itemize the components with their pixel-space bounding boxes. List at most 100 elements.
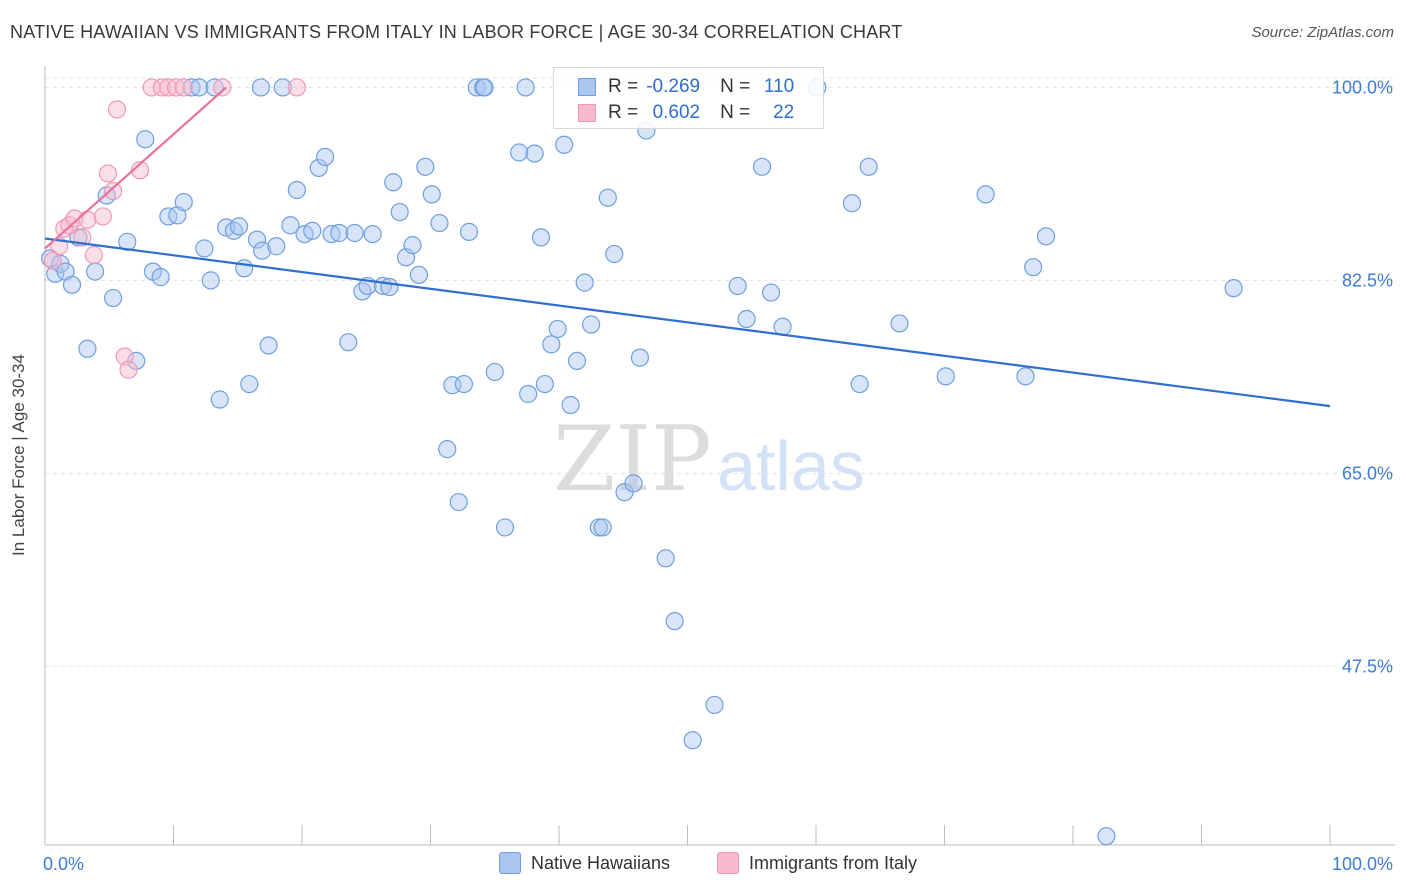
data-point-native-hawaiian bbox=[683, 731, 702, 750]
data-point-native-hawaiian bbox=[287, 180, 306, 200]
data-point-native-hawaiian bbox=[555, 135, 574, 154]
data-point-native-hawaiian bbox=[890, 314, 909, 333]
legend-row-immigrants-from-italy: R = 0.602 N = 22 bbox=[578, 101, 794, 125]
data-point-immigrant-from-italy bbox=[65, 209, 84, 228]
tick-labels: 100.0% 82.5% 65.0% 47.5% 0.0% 100.0% bbox=[43, 77, 1393, 874]
data-point-native-hawaiian bbox=[273, 78, 292, 97]
data-point-immigrant-from-italy bbox=[104, 181, 123, 201]
legend-swatch-blue bbox=[578, 78, 596, 96]
data-point-native-hawaiian bbox=[449, 492, 468, 512]
data-point-native-hawaiian bbox=[850, 374, 869, 394]
legend-r-value: 0.602 bbox=[652, 102, 701, 123]
correlation-legend: R = -0.269 N = 110 R = 0.602 N = 22 bbox=[553, 67, 824, 129]
data-point-native-hawaiian bbox=[174, 193, 193, 212]
data-point-native-hawaiian bbox=[593, 518, 612, 537]
data-point-native-hawaiian bbox=[438, 440, 457, 459]
data-point-native-hawaiian bbox=[467, 78, 486, 97]
data-point-native-hawaiian bbox=[251, 78, 270, 97]
data-point-native-hawaiian bbox=[253, 241, 272, 260]
data-point-native-hawaiian bbox=[430, 213, 449, 233]
data-point-native-hawaiian bbox=[78, 339, 97, 358]
data-point-native-hawaiian bbox=[705, 695, 724, 715]
data-point-native-hawaiian bbox=[598, 188, 617, 207]
data-point-native-hawaiian bbox=[384, 173, 403, 192]
data-point-immigrant-from-italy bbox=[159, 78, 178, 97]
data-point-native-hawaiian bbox=[205, 78, 224, 97]
data-point-native-hawaiian bbox=[104, 288, 123, 308]
axes bbox=[44, 66, 1395, 846]
data-point-native-hawaiian bbox=[548, 319, 567, 339]
data-point-native-hawaiian bbox=[842, 194, 862, 213]
data-point-native-hawaiian bbox=[485, 362, 504, 382]
legend-r-label: R = bbox=[608, 102, 639, 123]
data-point-native-hawaiian bbox=[475, 78, 494, 97]
legend-label: Immigrants from Italy bbox=[749, 852, 918, 873]
data-point-native-hawaiian bbox=[422, 185, 441, 204]
data-point-native-hawaiian bbox=[281, 216, 300, 235]
data-point-native-hawaiian bbox=[190, 78, 209, 97]
data-point-native-hawaiian bbox=[363, 224, 382, 244]
legend-swatch-pink bbox=[578, 104, 596, 122]
data-point-native-hawaiian bbox=[516, 78, 535, 97]
data-point-native-hawaiian bbox=[519, 384, 538, 404]
legend-n-value: 110 bbox=[763, 76, 795, 97]
data-point-immigrant-from-italy bbox=[287, 78, 306, 97]
data-point-native-hawaiian bbox=[267, 237, 286, 256]
legend-row-native-hawaiians: R = -0.269 N = 110 bbox=[578, 75, 794, 99]
data-point-immigrant-from-italy bbox=[166, 78, 186, 97]
data-point-native-hawaiian bbox=[409, 265, 429, 284]
data-point-native-hawaiian bbox=[1097, 827, 1116, 846]
legend-n-label: N = bbox=[720, 102, 751, 123]
data-point-native-hawaiian bbox=[575, 273, 594, 292]
trend-line-native-hawaiians bbox=[44, 237, 1331, 408]
grid-lines bbox=[45, 77, 1395, 667]
data-point-native-hawaiian bbox=[303, 221, 322, 240]
data-point-native-hawaiian bbox=[1024, 258, 1043, 277]
data-point-native-hawaiian bbox=[459, 222, 479, 241]
data-point-native-hawaiian bbox=[531, 228, 551, 247]
data-point-native-hawaiian bbox=[403, 236, 422, 255]
data-point-native-hawaiian bbox=[561, 395, 580, 415]
source-label: Source: ZipAtlas.com bbox=[1251, 24, 1394, 41]
data-point-native-hawaiian bbox=[353, 282, 372, 301]
data-point-native-hawaiian bbox=[235, 259, 254, 278]
data-point-immigrant-from-italy bbox=[174, 78, 193, 97]
data-point-native-hawaiian bbox=[773, 317, 792, 336]
data-point-native-hawaiian bbox=[665, 612, 684, 631]
data-point-native-hawaiian bbox=[1016, 367, 1035, 386]
data-point-native-hawaiian bbox=[656, 549, 675, 568]
data-point-native-hawaiian bbox=[136, 130, 155, 149]
data-point-native-hawaiian bbox=[761, 283, 781, 302]
data-point-native-hawaiian bbox=[229, 217, 249, 236]
series-native-hawaiians bbox=[41, 78, 1243, 846]
legend-swatch-pink bbox=[717, 852, 739, 874]
data-point-native-hawaiian bbox=[535, 374, 554, 394]
data-point-native-hawaiian bbox=[380, 277, 399, 297]
data-point-native-hawaiian bbox=[201, 271, 220, 290]
data-point-native-hawaiian bbox=[542, 335, 561, 354]
data-point-native-hawaiian bbox=[247, 230, 267, 249]
data-point-native-hawaiian bbox=[976, 185, 995, 204]
data-point-immigrant-from-italy bbox=[84, 245, 103, 265]
data-point-native-hawaiian bbox=[151, 268, 170, 287]
legend-r-label: R = bbox=[608, 76, 639, 97]
data-point-native-hawaiian bbox=[195, 239, 214, 258]
data-point-immigrant-from-italy bbox=[93, 207, 112, 226]
data-point-immigrant-from-italy bbox=[107, 100, 127, 119]
data-point-native-hawaiian bbox=[330, 223, 349, 243]
y-tick-label: 100.0% bbox=[1332, 77, 1393, 97]
data-point-immigrant-from-italy bbox=[98, 164, 118, 183]
trend-line-immigrants-from-italy bbox=[44, 86, 227, 250]
data-point-native-hawaiian bbox=[589, 518, 608, 537]
data-point-native-hawaiian bbox=[630, 348, 650, 367]
data-point-immigrant-from-italy bbox=[78, 210, 97, 229]
data-point-immigrant-from-italy bbox=[213, 78, 232, 97]
data-point-native-hawaiian bbox=[728, 276, 747, 296]
data-point-native-hawaiian bbox=[86, 262, 105, 281]
y-tick-label: 82.5% bbox=[1342, 270, 1393, 290]
data-point-native-hawaiian bbox=[605, 244, 624, 264]
data-point-native-hawaiian bbox=[62, 275, 82, 294]
data-point-native-hawaiian bbox=[510, 143, 529, 162]
legend-n-value: 22 bbox=[773, 102, 795, 123]
